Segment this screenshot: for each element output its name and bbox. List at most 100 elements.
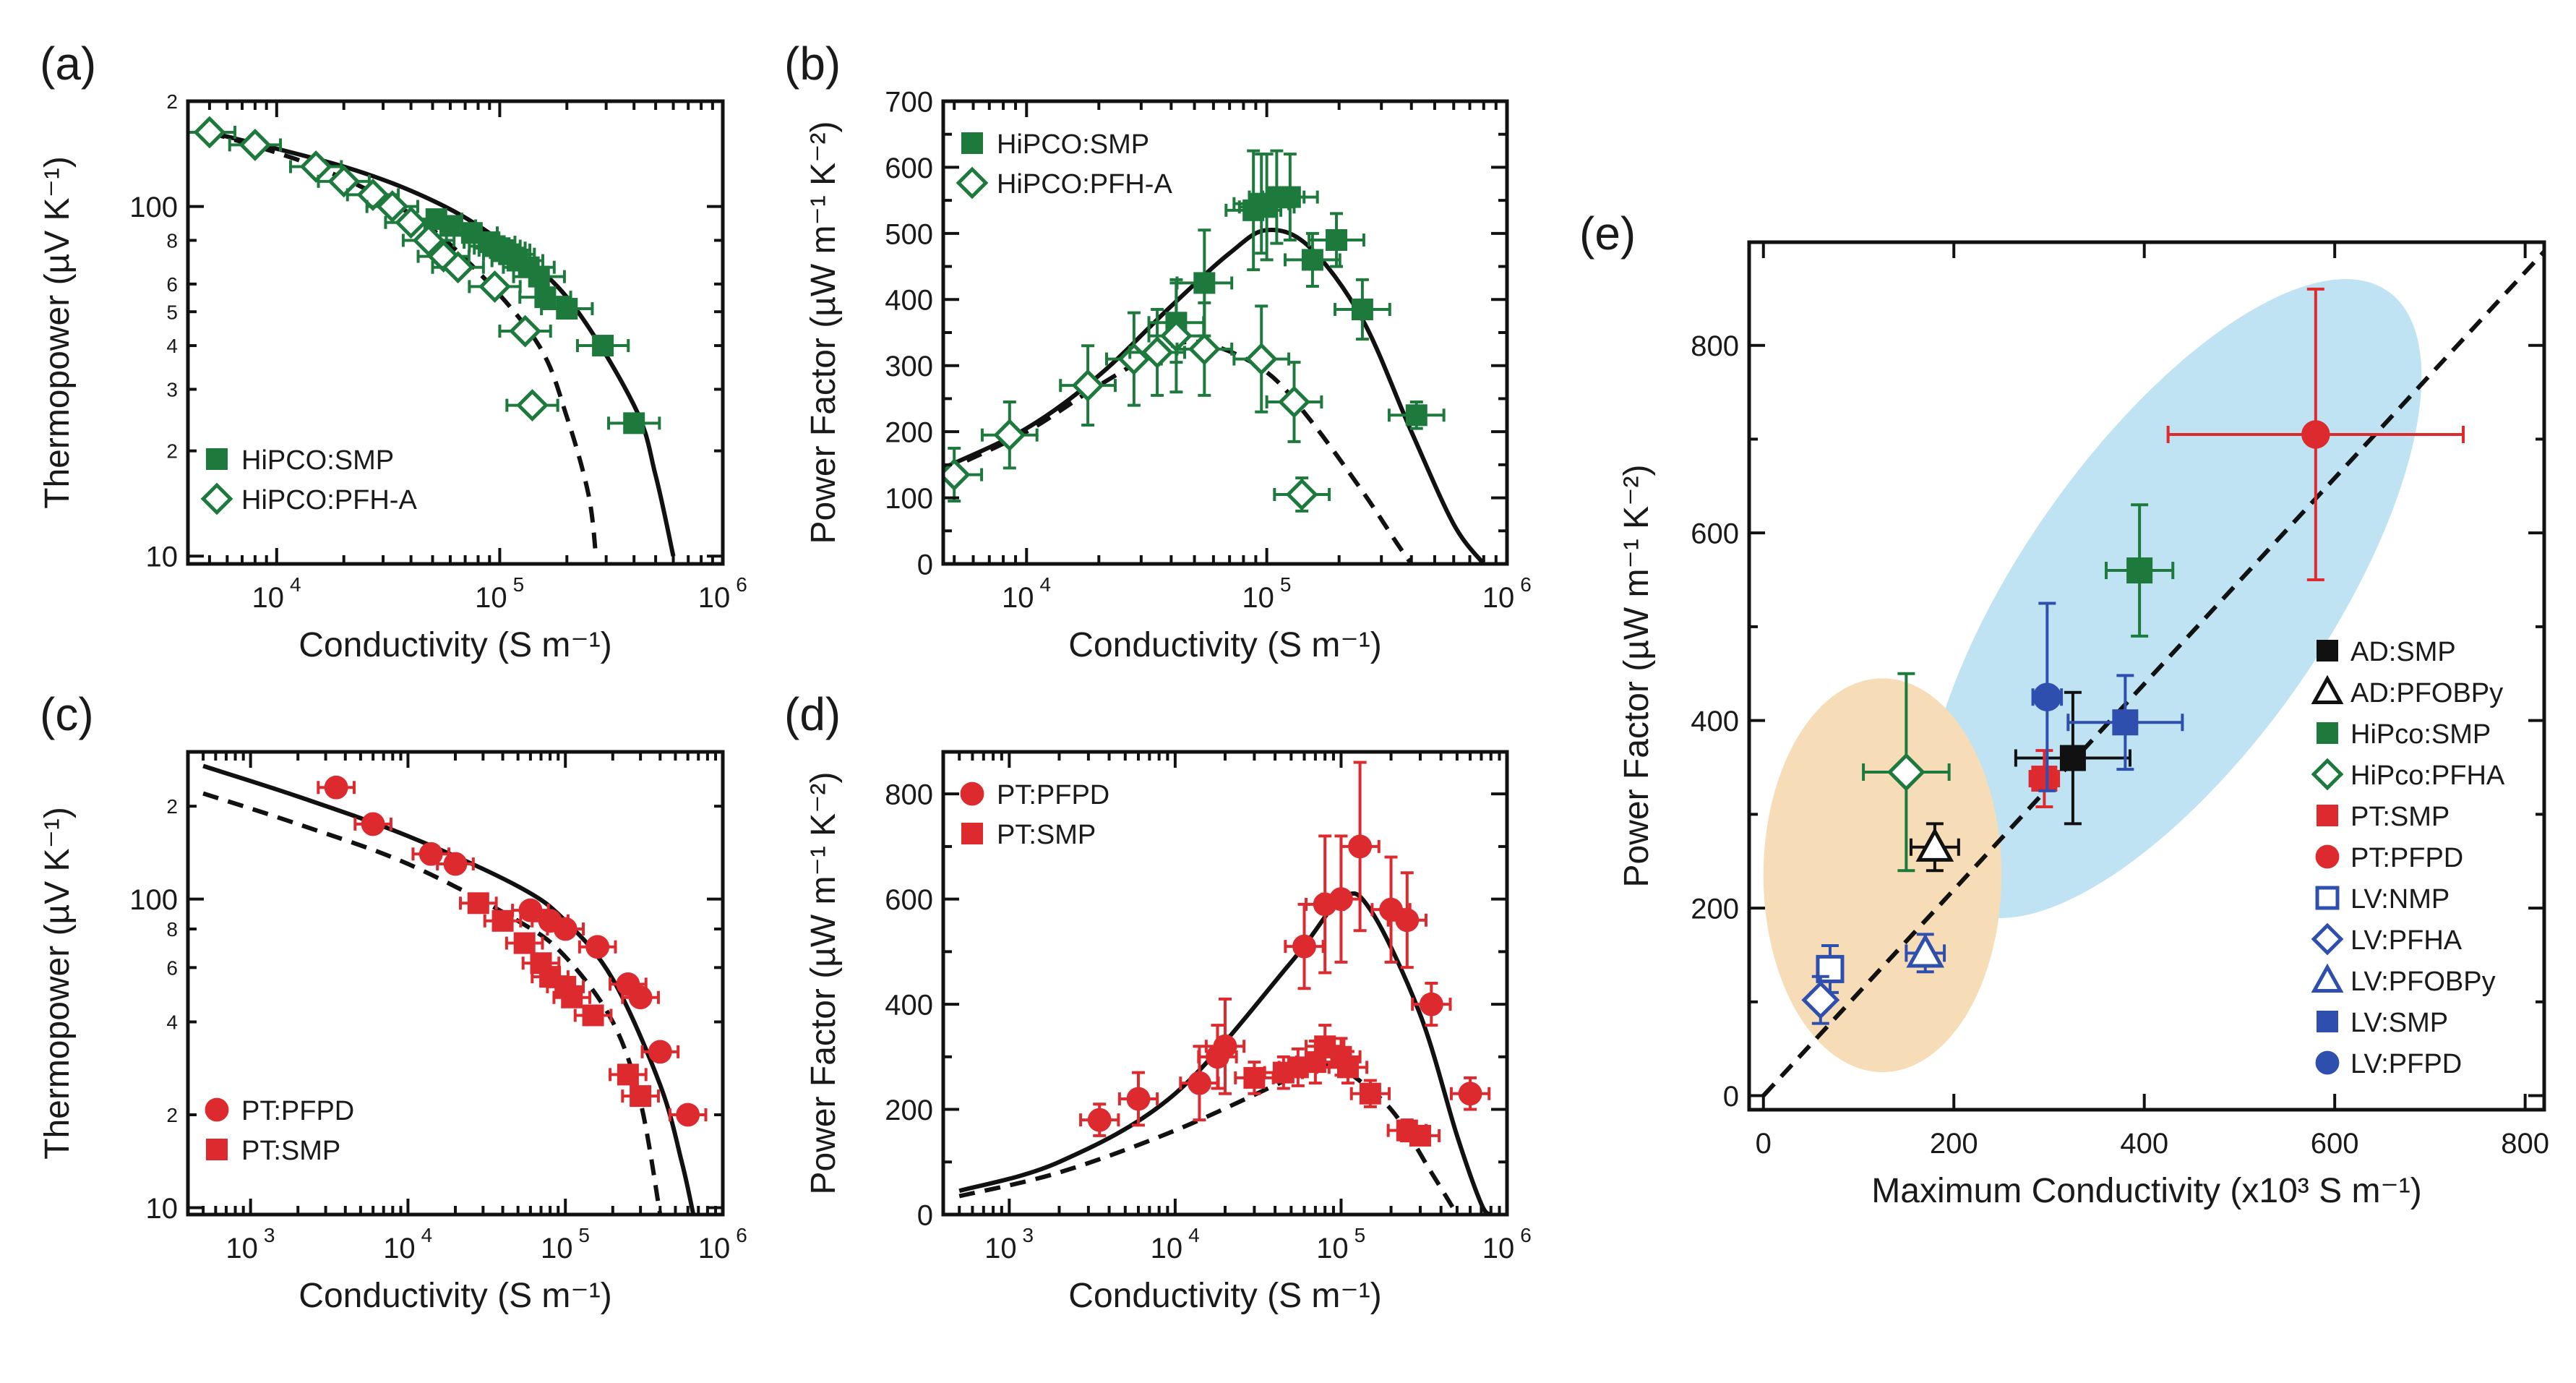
panel-e-legend: AD:SMP AD:PFOBPy HiPco:SMP HiPco:PFHA PT:SMP…	[2311, 637, 2505, 1079]
x-axis-label: Conductivity (S m⁻¹)	[1068, 626, 1381, 664]
x-tick-label: 10	[1316, 1233, 1349, 1264]
data-point-PT:PFPD	[1213, 1034, 1237, 1058]
panel-c-legend: PT:PFPD PT:SMP	[205, 1096, 354, 1166]
series-PT:PFPD	[1079, 761, 1491, 1137]
legend-label: AD:SMP	[2350, 637, 2456, 667]
x-tick-label: 200	[1930, 1128, 1978, 1160]
data-point-PT:SMP	[1243, 1066, 1266, 1089]
data-point-HiPCO:SMP	[623, 412, 645, 434]
data-point-HiPCO:PFH-A	[193, 116, 226, 149]
data-point-PT:SMP	[561, 986, 583, 1009]
y-tick-label: 2	[166, 90, 178, 113]
legend-marker-PT:SMP	[206, 1139, 228, 1160]
x-tick-label: 10	[1482, 1233, 1515, 1264]
y-tick-label: 600	[885, 153, 933, 184]
x-tick-label: 10	[252, 582, 285, 614]
legend-marker-HiPCO:PFH-A	[956, 166, 989, 200]
legend-marker-PT:PFPD	[205, 1097, 229, 1122]
legend-marker-LV:NMP	[2315, 886, 2340, 910]
data-point-HiPCO:SMP	[534, 286, 557, 309]
y-tick-label: 600	[1691, 518, 1739, 550]
legend-marker-LV:PFPD	[2315, 1050, 2340, 1075]
y-tick-label: 4	[166, 335, 178, 357]
y-axis-label: Power Factor (µW m⁻¹ K⁻²)	[804, 772, 843, 1195]
legend-label: PT:SMP	[2350, 802, 2450, 832]
y-tick-label: 2	[166, 795, 178, 818]
data-point-PT:SMP	[491, 909, 514, 932]
x-tick-label: 10	[1482, 582, 1515, 614]
legend-marker-LV:PFHA	[2311, 922, 2344, 956]
legend-label: LV:PFPD	[2350, 1049, 2462, 1079]
data-point-HiPCO:PFH-A	[442, 251, 475, 284]
data-point-HiPCO:PFH-A	[478, 270, 511, 303]
legend-label: LV:PFOBPy	[2350, 967, 2496, 997]
series-HiPCO:SMP	[1147, 149, 1446, 430]
data-point-PT:SMP	[2031, 766, 2058, 792]
data-point-PT:PFPD	[1292, 934, 1316, 959]
legend-label: AD:PFOBPy	[2350, 678, 2503, 708]
x-tick-label-exponent: 4	[421, 1224, 433, 1246]
panel-b-plot-area	[943, 149, 1486, 564]
series-HiPCO:PFH-A	[188, 116, 559, 422]
y-tick-label: 300	[885, 351, 933, 382]
x-tick-label-exponent: 4	[1188, 1224, 1200, 1246]
legend-marker-LV:PFOBPy	[2311, 963, 2344, 993]
y-axis-label: Power Factor (µW m⁻¹ K⁻²)	[804, 121, 843, 544]
panel-e-plot-area	[1761, 249, 2544, 1097]
data-point-PT:PFPD	[1458, 1082, 1482, 1106]
panel-a-plot-area	[188, 116, 676, 557]
y-tick-label: 10	[146, 1193, 179, 1225]
y-tick-label: 3	[166, 379, 178, 401]
legend-label: PT:PFPD	[2350, 843, 2463, 873]
data-point-PT:SMP	[467, 892, 489, 915]
data-point-PT:SMP	[630, 1085, 652, 1108]
x-tick-label-exponent: 6	[736, 573, 747, 596]
panel-b-legend: HiPCO:SMP HiPCO:PFH-A	[956, 129, 1172, 200]
y-tick-label: 400	[885, 989, 933, 1021]
data-point-HiPCO:PFH-A	[412, 224, 445, 257]
x-tick-label: 0	[1756, 1128, 1772, 1160]
legend-label: PT:SMP	[997, 820, 1096, 850]
x-tick-label: 10	[1242, 582, 1274, 614]
y-tick-label: 2	[166, 440, 178, 463]
panel-e: 0 200 400 600 800 0 200 400 600 800 Maximum Conduc…	[1579, 207, 2549, 1210]
y-tick-label: 200	[885, 1095, 933, 1126]
data-point-PT:SMP	[1409, 1124, 1431, 1147]
y-tick-label: 5	[166, 301, 178, 323]
legend-marker-PT:SMP	[961, 823, 983, 844]
data-point-HiPCO:PFH-A	[1278, 385, 1310, 419]
data-point-AD:SMP	[2059, 745, 2086, 771]
series-HiPco:PFHA	[1862, 672, 1951, 873]
data-point-LV:SMP	[2112, 709, 2139, 736]
x-tick-label-exponent: 6	[736, 1224, 747, 1246]
data-point-HiPCO:PFH-A	[516, 389, 549, 422]
series-LV:SMP	[2066, 674, 2184, 771]
series-HiPco:SMP	[2105, 503, 2175, 638]
x-tick-label: 10	[984, 1233, 1017, 1264]
data-point-HiPCO:PFH-A	[509, 314, 542, 348]
data-point-HiPCO:SMP	[1351, 299, 1373, 320]
data-point-PT:PFPD	[518, 898, 543, 922]
y-tick-label: 600	[885, 884, 933, 916]
series-AD:SMP	[2014, 690, 2131, 826]
series-PT:PFPD	[2166, 287, 2465, 582]
data-point-HiPCO:SMP	[592, 335, 614, 357]
y-tick-label: 800	[1691, 330, 1739, 362]
data-point-HiPCO:PFH-A	[1071, 369, 1104, 402]
series-PT:PFPD	[317, 775, 708, 1127]
legend-marker-PT:SMP	[2317, 805, 2338, 826]
legend-label: HiPCO:SMP	[997, 129, 1149, 160]
data-point-AD:PFOBPy	[1915, 827, 1954, 862]
data-point-HiPCO:PFH-A	[1141, 335, 1174, 369]
x-tick-label-exponent: 3	[1023, 1224, 1034, 1246]
data-point-HiPCO:SMP	[1405, 404, 1427, 427]
data-point-HiPCO:SMP	[1193, 272, 1216, 294]
data-point-LV:PFPD	[2032, 682, 2062, 711]
data-point-PT:PFPD	[1348, 834, 1373, 859]
panel-label: (e)	[1579, 207, 1636, 260]
y-tick-label: 400	[885, 285, 933, 317]
